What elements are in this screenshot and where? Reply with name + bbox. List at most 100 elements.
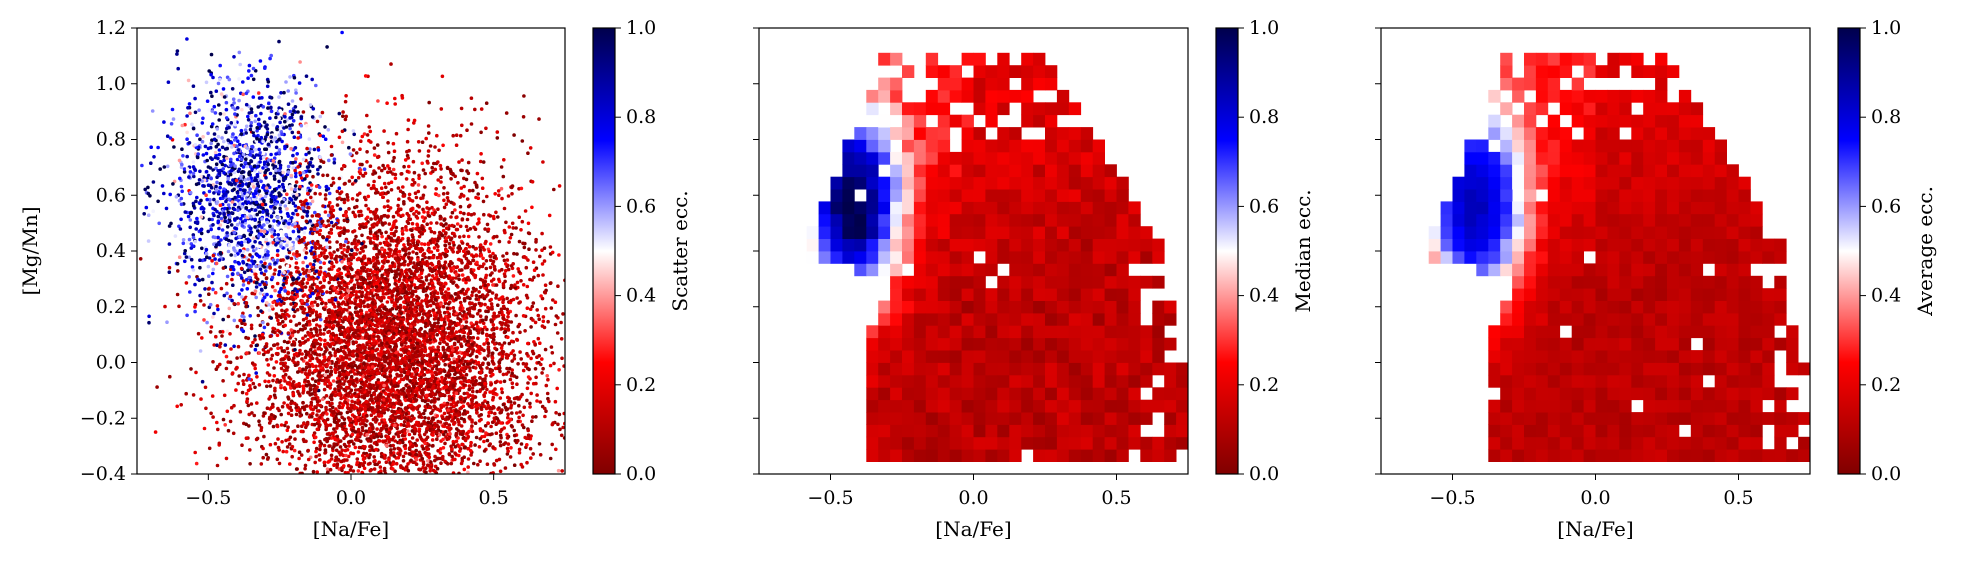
- scatter-point: [525, 460, 529, 465]
- scatter-point: [359, 139, 363, 143]
- scatter-point: [397, 277, 402, 282]
- scatter-point: [210, 94, 214, 98]
- scatter-point: [215, 364, 220, 369]
- scatter-point: [494, 431, 499, 436]
- scatter-point: [362, 304, 367, 309]
- scatter-point: [211, 360, 215, 364]
- scatter-point: [500, 196, 504, 201]
- plot-area: [138, 30, 565, 474]
- scatter-point: [290, 112, 295, 117]
- scatter-point: [363, 244, 368, 249]
- scatter-point: [334, 260, 339, 264]
- scatter-point: [535, 393, 539, 397]
- scatter-point: [261, 455, 266, 460]
- scatter-point: [339, 245, 343, 250]
- scatter-point: [295, 212, 300, 217]
- scatter-point: [232, 119, 237, 124]
- scatter-point: [220, 145, 225, 150]
- scatter-point: [512, 433, 517, 438]
- scatter-point: [479, 130, 483, 135]
- scatter-point: [435, 466, 440, 471]
- scatter-point: [144, 205, 149, 210]
- scatter-point: [478, 459, 482, 464]
- scatter-point: [435, 221, 439, 225]
- scatter-point: [458, 133, 463, 138]
- scatter-point: [471, 335, 476, 340]
- scatter-point: [381, 289, 385, 293]
- scatter-point: [244, 131, 248, 135]
- scatter-point: [354, 178, 358, 183]
- scatter-point: [209, 227, 213, 232]
- scatter-point: [336, 280, 341, 285]
- scatter-point: [249, 159, 254, 164]
- scatter-point: [269, 413, 274, 417]
- scatter-point: [167, 270, 172, 275]
- scatter-point: [411, 250, 415, 254]
- scatter-point: [229, 223, 234, 227]
- scatter-point: [273, 198, 277, 202]
- scatter-point: [426, 124, 431, 128]
- scatter-point: [298, 343, 303, 347]
- scatter-point: [327, 191, 332, 196]
- scatter-point: [442, 310, 447, 315]
- scatter-point: [194, 182, 199, 187]
- scatter-point: [420, 356, 425, 361]
- scatter-point: [348, 468, 353, 472]
- scatter-point: [335, 189, 340, 194]
- scatter-point: [406, 127, 410, 132]
- scatter-point: [507, 225, 512, 229]
- scatter-point: [504, 111, 509, 115]
- scatter-point: [365, 353, 370, 358]
- scatter-point: [557, 368, 561, 372]
- scatter-point: [480, 176, 485, 181]
- scatter-point: [351, 349, 356, 354]
- scatter-point: [457, 160, 461, 164]
- scatter-point: [285, 308, 289, 312]
- scatter-point: [515, 280, 520, 285]
- scatter-point: [393, 469, 397, 474]
- scatter-point: [232, 180, 237, 185]
- scatter-point: [517, 450, 522, 455]
- scatter-point: [307, 205, 311, 210]
- scatter-point: [291, 211, 295, 216]
- scatter-point: [230, 277, 234, 282]
- scatter-point: [368, 227, 373, 231]
- scatter-point: [543, 283, 548, 288]
- scatter-point: [390, 335, 394, 340]
- scatter-point: [291, 201, 296, 205]
- scatter-point: [303, 349, 308, 354]
- scatter-point: [491, 214, 496, 219]
- scatter-point: [249, 107, 254, 111]
- scatter-point: [479, 413, 484, 417]
- scatter-point: [253, 239, 257, 244]
- scatter-point: [285, 240, 290, 245]
- scatter-point: [244, 157, 248, 161]
- scatter-point: [284, 80, 288, 84]
- scatter-point: [294, 323, 299, 327]
- scatter-point: [271, 240, 276, 245]
- scatter-point: [448, 431, 452, 436]
- scatter-point: [374, 327, 379, 332]
- scatter-point: [427, 352, 432, 357]
- scatter-point: [436, 324, 440, 329]
- scatter-point: [277, 293, 282, 298]
- scatter-point: [249, 114, 254, 119]
- scatter-point: [177, 158, 182, 163]
- scatter-point: [309, 157, 314, 161]
- scatter-point: [185, 114, 189, 118]
- scatter-point: [462, 467, 467, 472]
- scatter-point: [436, 207, 440, 211]
- scatter-point: [244, 102, 249, 107]
- scatter-point: [340, 368, 345, 373]
- scatter-point: [266, 183, 270, 187]
- scatter-point: [501, 254, 505, 258]
- scatter-point: [534, 375, 538, 380]
- scatter-point: [269, 109, 274, 114]
- scatter-point: [224, 354, 229, 359]
- scatter-point: [514, 226, 518, 230]
- scatter-point: [384, 237, 389, 241]
- scatter-point: [253, 148, 258, 152]
- scatter-point: [276, 318, 280, 323]
- scatter-point: [453, 451, 457, 456]
- scatter-point: [477, 217, 481, 221]
